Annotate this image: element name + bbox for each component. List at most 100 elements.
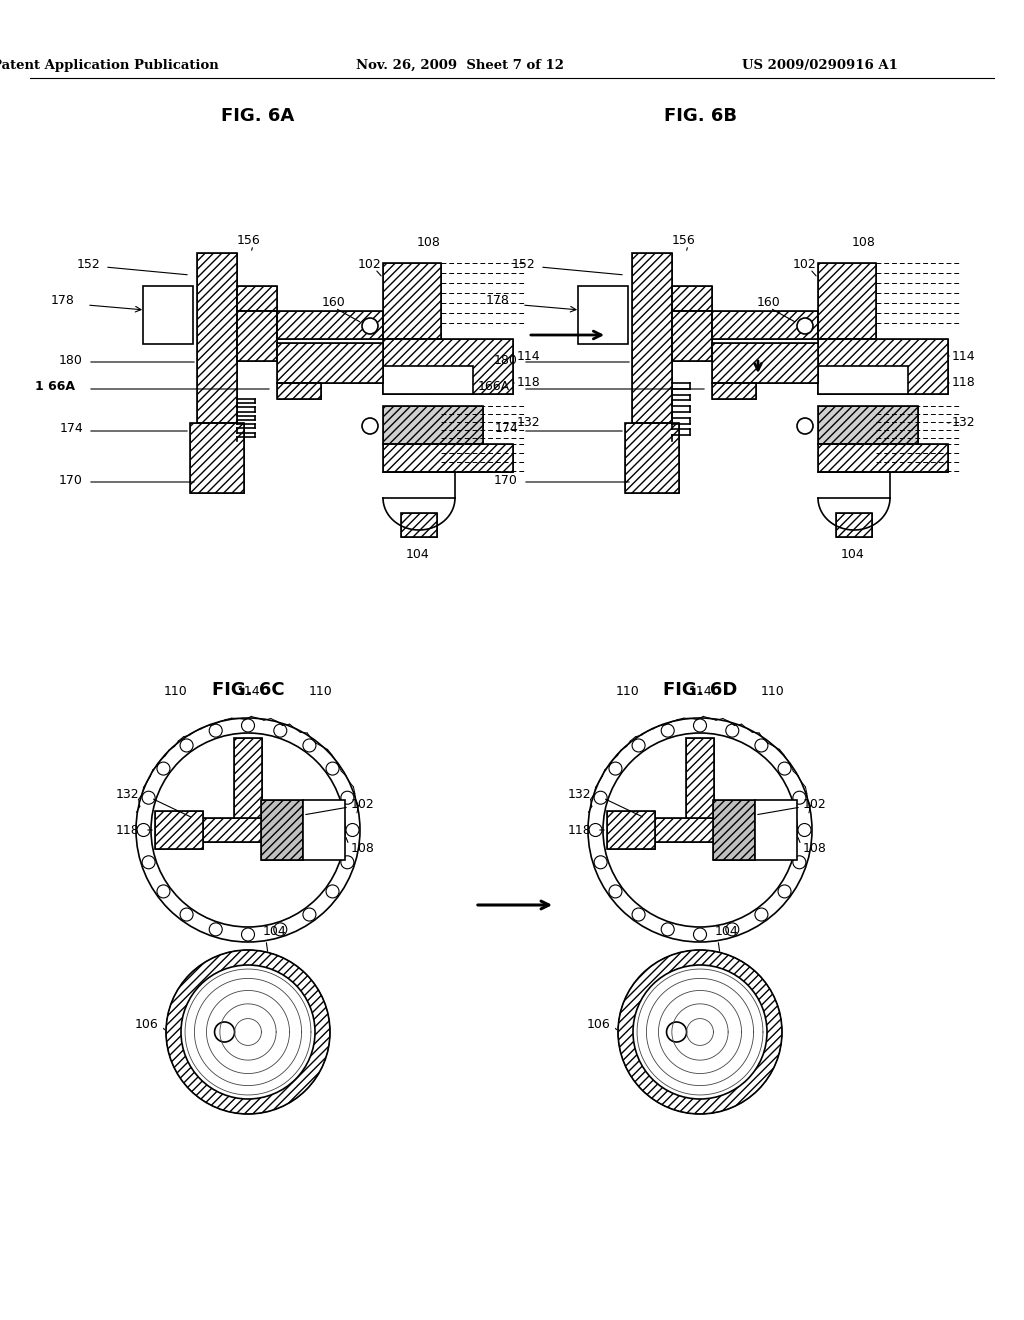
Circle shape [793, 855, 806, 869]
Circle shape [136, 718, 360, 942]
Text: FIG. 6B: FIG. 6B [664, 107, 736, 125]
Text: Patent Application Publication: Patent Application Publication [0, 58, 218, 71]
Bar [155, 810, 203, 849]
Bar [237, 312, 278, 360]
Bar [712, 343, 818, 383]
Bar [278, 343, 383, 383]
Circle shape [693, 719, 707, 733]
Circle shape [693, 928, 707, 941]
Bar [278, 383, 321, 399]
Circle shape [142, 855, 155, 869]
Text: 104: 104 [715, 925, 738, 939]
Bar [237, 286, 278, 312]
Circle shape [755, 739, 768, 752]
Bar [261, 800, 303, 861]
Circle shape [662, 725, 674, 737]
Circle shape [632, 739, 645, 752]
Text: 106: 106 [134, 1018, 158, 1031]
Text: 110: 110 [761, 685, 784, 698]
Circle shape [603, 733, 797, 927]
Text: 114: 114 [952, 350, 976, 363]
Text: 110: 110 [615, 685, 639, 698]
Bar [712, 383, 756, 399]
Text: 104: 104 [407, 548, 430, 561]
Bar [818, 444, 948, 473]
Bar [261, 800, 303, 861]
Circle shape [609, 762, 622, 775]
Bar [818, 407, 918, 444]
Bar [278, 312, 383, 339]
Text: US 2009/0290916 A1: US 2009/0290916 A1 [742, 58, 898, 71]
Circle shape [215, 1022, 234, 1041]
Circle shape [341, 791, 354, 804]
Bar [278, 312, 383, 339]
Bar [197, 253, 237, 422]
Bar [632, 253, 672, 422]
Text: 152: 152 [511, 257, 535, 271]
Text: 118: 118 [116, 824, 139, 837]
Circle shape [594, 791, 607, 804]
Bar [234, 738, 262, 830]
Circle shape [181, 965, 315, 1100]
Circle shape [755, 908, 768, 921]
Circle shape [341, 855, 354, 869]
Bar [712, 383, 756, 399]
Text: 108: 108 [803, 842, 826, 854]
Text: 152: 152 [76, 257, 100, 271]
Circle shape [662, 923, 674, 936]
Circle shape [618, 950, 782, 1114]
Text: 106: 106 [587, 1018, 610, 1031]
Bar [383, 339, 513, 393]
Circle shape [273, 725, 287, 737]
Text: 102: 102 [358, 259, 382, 272]
Bar [383, 263, 441, 339]
Circle shape [633, 965, 767, 1100]
Text: 102: 102 [803, 799, 826, 812]
Text: FIG. 6C: FIG. 6C [212, 681, 285, 700]
Bar [713, 800, 755, 861]
Circle shape [594, 855, 607, 869]
Text: 114: 114 [688, 685, 712, 698]
Bar [818, 339, 948, 393]
Circle shape [778, 762, 792, 775]
Text: 1 66A: 1 66A [35, 380, 75, 392]
Text: 114: 114 [517, 350, 541, 363]
Text: 156: 156 [237, 235, 261, 248]
Circle shape [726, 923, 738, 936]
Circle shape [151, 733, 345, 927]
Text: 160: 160 [757, 297, 780, 309]
Text: 108: 108 [417, 235, 441, 248]
Circle shape [142, 791, 155, 804]
Bar [672, 286, 712, 312]
Text: 110: 110 [163, 685, 187, 698]
Bar [836, 513, 872, 537]
Circle shape [180, 908, 194, 921]
Bar [607, 810, 655, 849]
Circle shape [273, 923, 287, 936]
Circle shape [667, 1022, 686, 1041]
Text: 174: 174 [495, 421, 518, 434]
Text: 118: 118 [567, 824, 591, 837]
Circle shape [362, 418, 378, 434]
Bar [672, 286, 712, 312]
Text: 108: 108 [351, 842, 375, 854]
Text: 132: 132 [952, 417, 976, 429]
Bar [193, 818, 303, 842]
Bar [383, 339, 513, 393]
Circle shape [242, 719, 255, 733]
Text: 102: 102 [793, 259, 817, 272]
Bar [190, 422, 244, 492]
Text: 170: 170 [59, 474, 83, 487]
Bar [278, 343, 383, 383]
Circle shape [326, 762, 339, 775]
Text: 110: 110 [309, 685, 333, 698]
Bar [578, 286, 628, 345]
Circle shape [346, 824, 359, 837]
Bar [672, 312, 712, 360]
Text: FIG. 6A: FIG. 6A [221, 107, 295, 125]
Text: 132: 132 [116, 788, 139, 801]
Bar [383, 366, 473, 393]
Circle shape [797, 418, 813, 434]
Circle shape [209, 725, 222, 737]
Bar [193, 818, 303, 842]
